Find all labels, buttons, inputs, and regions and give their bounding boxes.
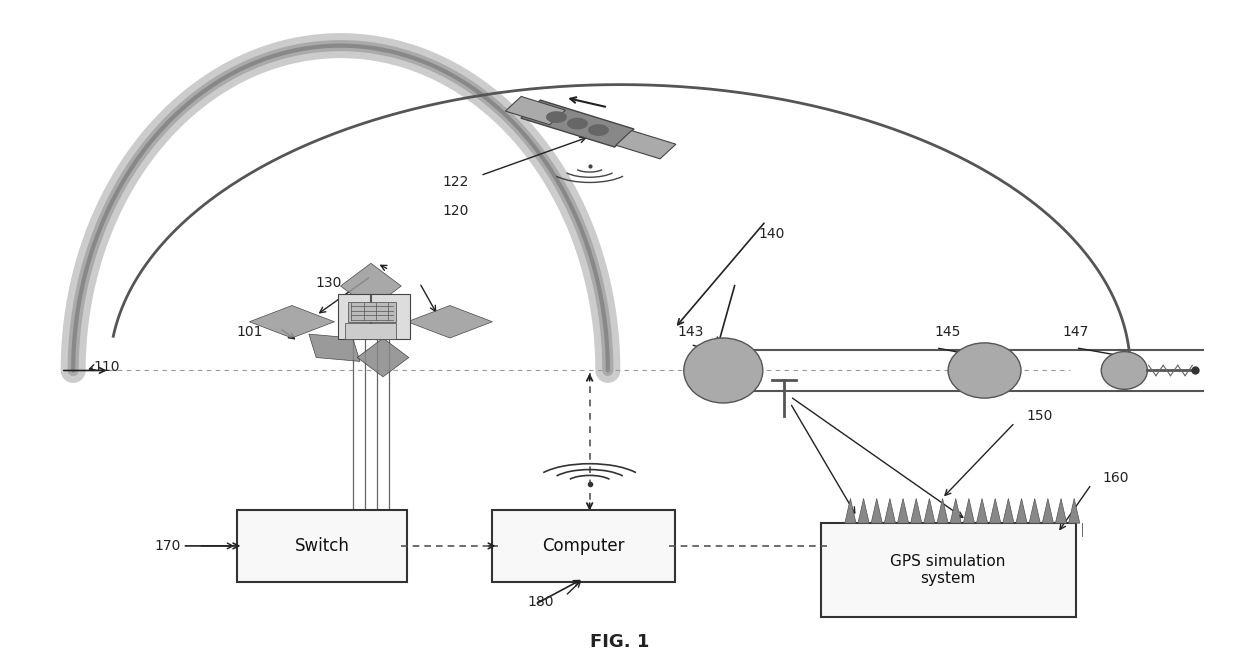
Text: 143: 143 xyxy=(677,324,703,339)
Polygon shape xyxy=(1003,499,1014,523)
Text: 170: 170 xyxy=(155,539,181,553)
Text: 140: 140 xyxy=(759,227,785,241)
Text: 150: 150 xyxy=(1025,409,1053,423)
FancyBboxPatch shape xyxy=(821,523,1075,617)
Polygon shape xyxy=(872,499,883,523)
Polygon shape xyxy=(407,306,492,338)
Polygon shape xyxy=(844,499,856,523)
Text: Computer: Computer xyxy=(542,537,625,555)
FancyBboxPatch shape xyxy=(347,302,397,322)
Text: 147: 147 xyxy=(1063,324,1089,339)
Circle shape xyxy=(568,119,588,129)
Polygon shape xyxy=(1069,499,1080,523)
Polygon shape xyxy=(990,499,1001,523)
Ellipse shape xyxy=(683,338,763,403)
Polygon shape xyxy=(937,499,949,523)
Polygon shape xyxy=(858,499,869,523)
Text: 160: 160 xyxy=(1102,471,1130,485)
Text: 120: 120 xyxy=(443,204,469,218)
Polygon shape xyxy=(924,499,935,523)
Text: FIG. 1: FIG. 1 xyxy=(590,633,650,651)
Circle shape xyxy=(547,112,567,122)
Polygon shape xyxy=(1016,499,1027,523)
Text: 110: 110 xyxy=(94,360,120,374)
Text: GPS simulation
system: GPS simulation system xyxy=(890,554,1006,587)
Text: 145: 145 xyxy=(935,324,961,339)
Polygon shape xyxy=(963,499,975,523)
FancyBboxPatch shape xyxy=(506,96,565,125)
Text: 130: 130 xyxy=(315,276,341,290)
Text: 180: 180 xyxy=(528,595,554,609)
FancyBboxPatch shape xyxy=(521,100,634,147)
Circle shape xyxy=(589,125,609,135)
FancyBboxPatch shape xyxy=(339,294,409,339)
Polygon shape xyxy=(950,499,961,523)
Polygon shape xyxy=(1055,499,1066,523)
Text: 101: 101 xyxy=(236,324,263,339)
Polygon shape xyxy=(1029,499,1040,523)
Text: 122: 122 xyxy=(443,175,469,189)
Polygon shape xyxy=(898,499,909,523)
Ellipse shape xyxy=(949,343,1021,398)
Polygon shape xyxy=(1043,499,1054,523)
Text: Switch: Switch xyxy=(295,537,350,555)
Polygon shape xyxy=(910,499,921,523)
FancyBboxPatch shape xyxy=(492,511,675,581)
FancyBboxPatch shape xyxy=(616,131,676,159)
Polygon shape xyxy=(249,306,335,338)
Polygon shape xyxy=(884,499,895,523)
FancyBboxPatch shape xyxy=(346,323,397,339)
Polygon shape xyxy=(357,338,409,377)
Ellipse shape xyxy=(1101,351,1147,389)
Polygon shape xyxy=(976,499,987,523)
Polygon shape xyxy=(341,263,402,309)
Polygon shape xyxy=(309,334,360,361)
FancyBboxPatch shape xyxy=(237,511,407,581)
